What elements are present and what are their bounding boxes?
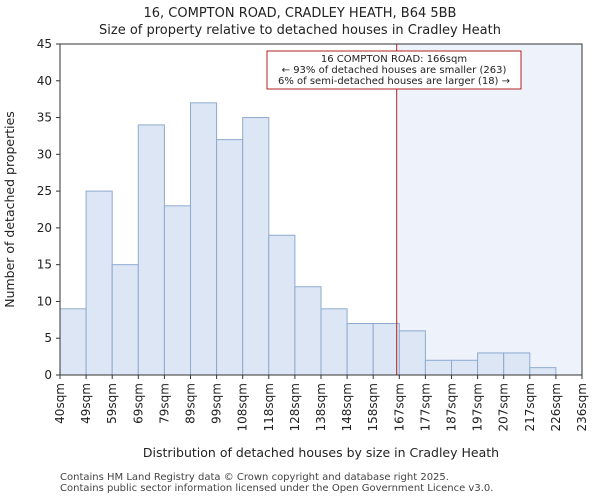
chart-title: 16, COMPTON ROAD, CRADLEY HEATH, B64 5BB (143, 6, 457, 21)
histogram-bar (190, 102, 218, 376)
x-tick-label: 89sqm (184, 383, 198, 424)
y-tick-label: 45 (37, 37, 52, 51)
annotation-line-1: 16 COMPTON ROAD: 166sqm (321, 54, 467, 65)
larger-region-shade (396, 44, 582, 375)
x-tick-label: 187sqm (445, 383, 459, 431)
histogram-bar (320, 308, 348, 376)
y-tick-label: 30 (37, 147, 52, 161)
histogram-bar (242, 117, 270, 376)
x-tick-label: 217sqm (523, 383, 537, 431)
y-tick-label: 25 (37, 184, 52, 198)
y-tick-label: 20 (37, 221, 52, 235)
x-tick-label: 197sqm (471, 383, 485, 431)
x-tick-label: 59sqm (105, 383, 119, 424)
x-tick-label: 79sqm (157, 383, 171, 424)
x-tick-label: 118sqm (262, 383, 276, 431)
x-tick-label: 148sqm (340, 383, 354, 431)
y-axis-title: Number of detached properties (2, 111, 17, 308)
x-tick-label: 158sqm (366, 383, 380, 431)
histogram-bar (85, 190, 113, 376)
histogram-bar (477, 352, 505, 376)
histogram-bar (529, 367, 557, 376)
histogram-bar (346, 323, 374, 376)
y-tick-label: 5 (44, 331, 52, 345)
histogram-bar (216, 139, 244, 376)
histogram-bar (163, 205, 191, 376)
x-tick-label: 167sqm (392, 383, 406, 431)
y-tick-label: 0 (44, 368, 52, 382)
y-tick-label: 15 (37, 258, 52, 272)
x-tick-label: 128sqm (288, 383, 302, 431)
y-tick-label: 40 (37, 74, 52, 88)
x-tick-label: 108sqm (236, 383, 250, 431)
x-tick-label: 236sqm (575, 383, 589, 431)
chart-subtitle: Size of property relative to detached ho… (99, 23, 501, 38)
footer-licence: Contains public sector information licen… (60, 483, 494, 494)
histogram-bar (424, 359, 452, 376)
x-tick-label: 49sqm (79, 383, 93, 424)
y-tick-label: 10 (37, 294, 52, 308)
annotation-line-3: 6% of semi-detached houses are larger (1… (278, 76, 510, 87)
x-tick-label: 40sqm (53, 383, 67, 424)
annotation-box (266, 50, 522, 90)
x-tick-label: 226sqm (549, 383, 563, 431)
histogram-bar (268, 234, 296, 376)
histogram-bar (451, 359, 479, 376)
histogram-bar (372, 323, 400, 376)
histogram-bar (137, 124, 165, 376)
x-tick-label: 177sqm (418, 383, 432, 431)
y-tick-label: 35 (37, 111, 52, 125)
histogram-bar (398, 330, 426, 376)
x-axis-title: Distribution of detached houses by size … (143, 445, 499, 460)
footer-copyright: Contains HM Land Registry data © Crown c… (60, 472, 449, 483)
histogram-bar (294, 286, 322, 376)
x-tick-label: 69sqm (131, 383, 145, 424)
histogram-bar (503, 352, 531, 376)
x-tick-label: 99sqm (210, 383, 224, 424)
histogram-bar (59, 308, 87, 376)
histogram-bar (111, 264, 139, 376)
annotation-line-2: ← 93% of detached houses are smaller (26… (282, 65, 507, 76)
x-tick-label: 138sqm (314, 383, 328, 431)
x-tick-label: 207sqm (497, 383, 511, 431)
